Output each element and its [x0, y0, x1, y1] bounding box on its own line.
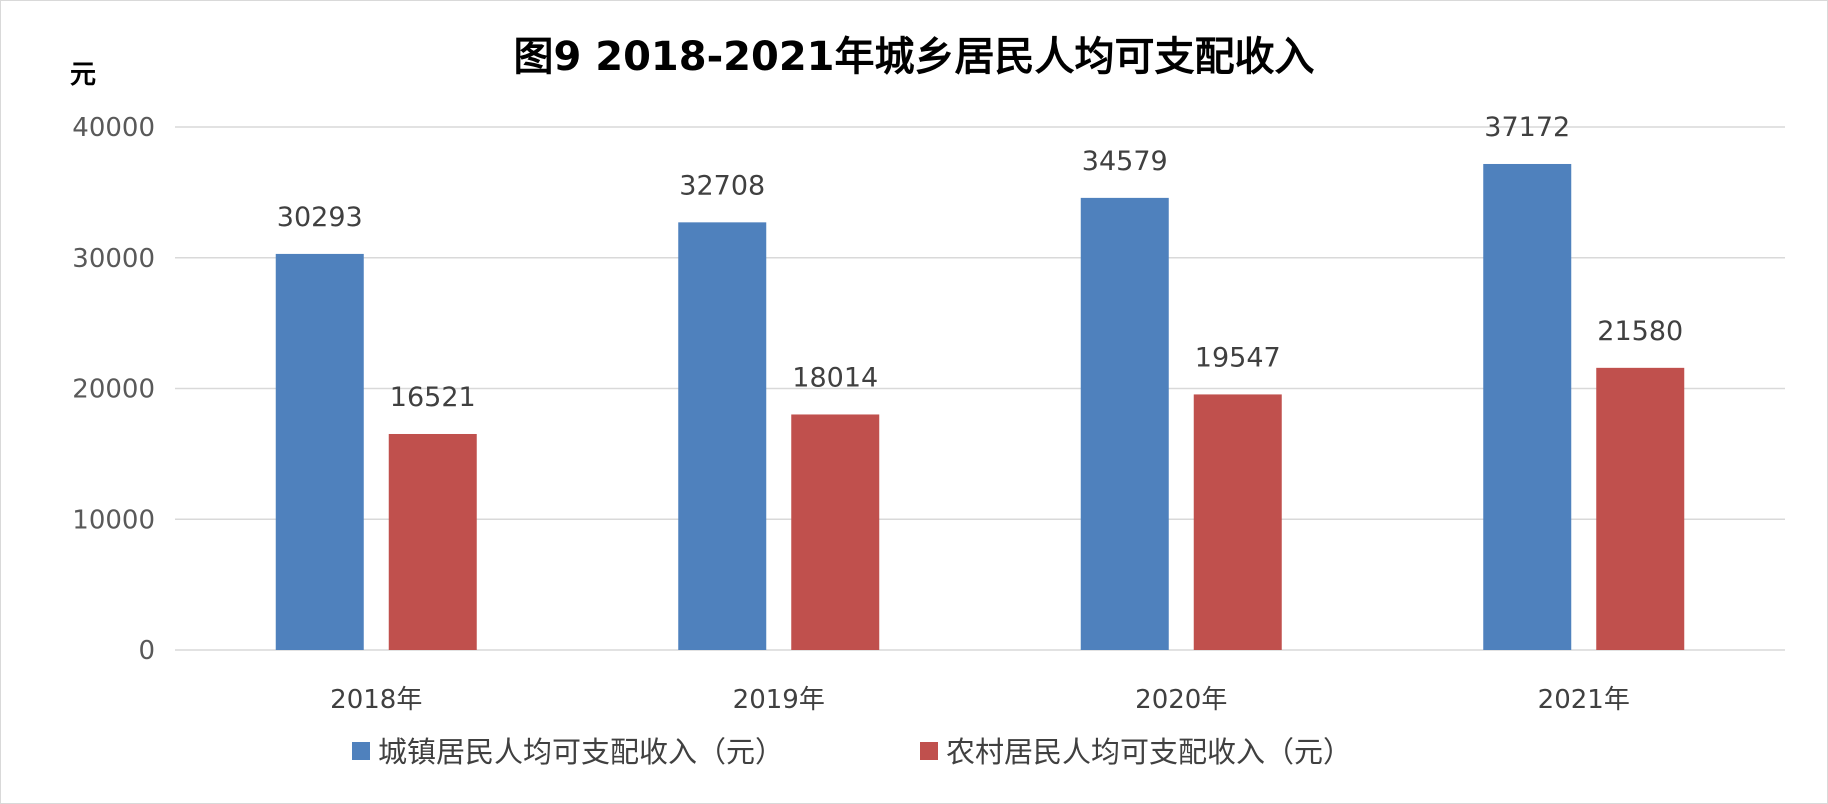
y-axis-ticks: 0 10000 20000 30000 40000	[72, 113, 155, 666]
data-labels: 30293 16521 32708 18014 34579 19547 37172 21580	[277, 112, 1683, 413]
legend-swatch-rural	[920, 742, 938, 760]
y-tick-label: 40000	[72, 113, 155, 143]
bar-rural-2021年	[1596, 367, 1685, 650]
x-category-label: 2021年	[1538, 685, 1630, 715]
chart-title: 图9 2018-2021年城乡居民人均可支配收入	[513, 34, 1314, 80]
legend-swatch-urban	[352, 742, 370, 760]
data-label: 32708	[679, 170, 765, 201]
y-tick-label: 30000	[72, 244, 155, 274]
data-label: 19547	[1195, 342, 1281, 373]
bar-rural-2019年	[791, 414, 880, 650]
legend-label-rural: 农村居民人均可支配收入（元）	[946, 735, 1352, 769]
data-label: 30293	[277, 202, 363, 233]
y-tick-label: 0	[138, 636, 155, 666]
data-label: 21580	[1597, 316, 1683, 347]
data-label: 34579	[1082, 146, 1168, 177]
legend: 城镇居民人均可支配收入（元） 农村居民人均可支配收入（元）	[352, 735, 1352, 769]
x-axis-categories: 2018年 2019年 2020年 2021年	[330, 685, 1630, 715]
y-tick-label: 10000	[72, 505, 155, 535]
x-category-label: 2020年	[1135, 685, 1227, 715]
bar-urban-2021年	[1483, 163, 1572, 650]
bar-urban-2020年	[1080, 197, 1169, 650]
legend-label-urban: 城镇居民人均可支配收入（元）	[378, 735, 784, 769]
y-axis-unit-label: 元	[70, 60, 96, 90]
bar-urban-2019年	[678, 222, 767, 650]
data-label: 18014	[792, 362, 878, 393]
x-category-label: 2019年	[733, 685, 825, 715]
bars	[275, 163, 1685, 651]
bar-urban-2018年	[275, 253, 364, 651]
bar-rural-2020年	[1193, 394, 1282, 650]
data-label: 37172	[1484, 112, 1570, 143]
data-label: 16521	[390, 382, 476, 413]
y-tick-label: 20000	[72, 375, 155, 405]
bar-rural-2018年	[388, 433, 477, 650]
x-category-label: 2018年	[330, 685, 422, 715]
